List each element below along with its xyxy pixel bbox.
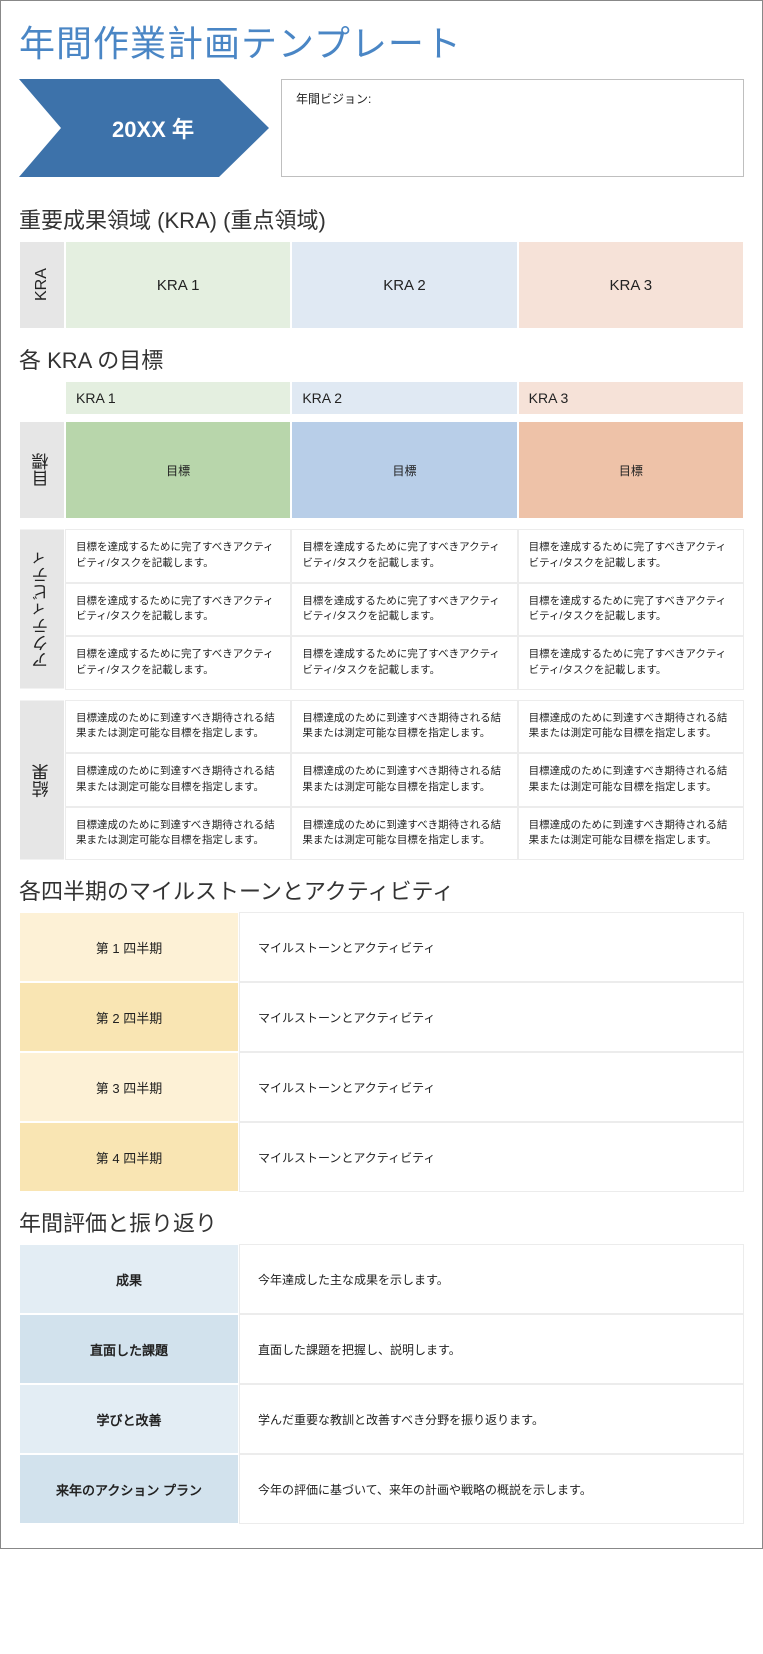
kra-row: KRA KRA 1 KRA 2 KRA 3 (19, 241, 744, 329)
kra2-cell: KRA 2 (291, 241, 517, 329)
q2-body: マイルストーンとアクティビティ (239, 982, 744, 1052)
rv4-label: 来年のアクション プラン (19, 1454, 239, 1524)
q4-body: マイルストーンとアクティビティ (239, 1122, 744, 1192)
page-title: 年間作業計画テンプレート (19, 15, 744, 67)
kra-sub-row: KRA 1 KRA 2 KRA 3 (19, 381, 744, 415)
q1-body: マイルストーンとアクティビティ (239, 912, 744, 982)
q2-label: 第 2 四半期 (19, 982, 239, 1052)
kra1-sub: KRA 1 (65, 381, 291, 415)
result-cell: 目標達成のために到達すべき期待される結果または測定可能な目標を指定します。 (291, 753, 517, 807)
review-table: 成果 今年達成した主な成果を示します。 直面した課題 直面した課題を把握し、説明… (19, 1244, 744, 1524)
result-cell: 目標達成のために到達すべき期待される結果または測定可能な目標を指定します。 (291, 700, 517, 754)
result-cell: 目標達成のために到達すべき期待される結果または測定可能な目標を指定します。 (291, 807, 517, 861)
q1-label: 第 1 四半期 (19, 912, 239, 982)
result-cell: 目標達成のために到達すべき期待される結果または測定可能な目標を指定します。 (65, 753, 291, 807)
kra-side-label: KRA (19, 241, 65, 329)
rv2-body: 直面した課題を把握し、説明します。 (239, 1314, 744, 1384)
activity-cell: 目標を達成するために完了すべきアクティビティ/タスクを記載します。 (65, 529, 291, 583)
goals-heading: 各 KRA の目標 (19, 343, 744, 375)
rv3-body: 学んだ重要な教訓と改善すべき分野を振り返ります。 (239, 1384, 744, 1454)
rv2-label: 直面した課題 (19, 1314, 239, 1384)
year-arrow: 20XX 年 (19, 79, 269, 177)
activity-cell: 目標を達成するために完了すべきアクティビティ/タスクを記載します。 (518, 636, 744, 690)
rv1-label: 成果 (19, 1244, 239, 1314)
result-block: 結果 目標達成のために到達すべき期待される結果または測定可能な目標を指定します。… (19, 700, 744, 861)
result-cell: 目標達成のために到達すべき期待される結果または測定可能な目標を指定します。 (518, 807, 744, 861)
goal1-cell: 目標 (65, 421, 291, 519)
banner-row: 20XX 年 年間ビジョン: (19, 79, 744, 177)
result-side-label: 結果 (19, 700, 65, 861)
kra2-sub: KRA 2 (291, 381, 517, 415)
goal-row: 目標 目標 目標 目標 (19, 421, 744, 519)
activity-cell: 目標を達成するために完了すべきアクティビティ/タスクを記載します。 (518, 583, 744, 637)
goal3-cell: 目標 (518, 421, 744, 519)
result-cell: 目標達成のために到達すべき期待される結果または測定可能な目標を指定します。 (65, 807, 291, 861)
review-heading: 年間評価と振り返り (19, 1206, 744, 1238)
result-cell: 目標達成のために到達すべき期待される結果または測定可能な目標を指定します。 (65, 700, 291, 754)
activity-cell: 目標を達成するために完了すべきアクティビティ/タスクを記載します。 (518, 529, 744, 583)
activity-block: アクティビティ 目標を達成するために完了すべきアクティビティ/タスクを記載します… (19, 529, 744, 690)
rv1-body: 今年達成した主な成果を示します。 (239, 1244, 744, 1314)
activity-side-label: アクティビティ (19, 529, 65, 690)
rv3-label: 学びと改善 (19, 1384, 239, 1454)
kra-heading: 重要成果領域 (KRA) (重点領域) (19, 203, 744, 235)
activity-cell: 目標を達成するために完了すべきアクティビティ/タスクを記載します。 (291, 583, 517, 637)
q3-body: マイルストーンとアクティビティ (239, 1052, 744, 1122)
quarters-table: 第 1 四半期 マイルストーンとアクティビティ 第 2 四半期 マイルストーンと… (19, 912, 744, 1192)
activity-cell: 目標を達成するために完了すべきアクティビティ/タスクを記載します。 (65, 636, 291, 690)
activity-cell: 目標を達成するために完了すべきアクティビティ/タスクを記載します。 (291, 636, 517, 690)
activity-cell: 目標を達成するために完了すべきアクティビティ/タスクを記載します。 (65, 583, 291, 637)
goal2-cell: 目標 (291, 421, 517, 519)
kra3-cell: KRA 3 (518, 241, 744, 329)
q3-label: 第 3 四半期 (19, 1052, 239, 1122)
q4-label: 第 4 四半期 (19, 1122, 239, 1192)
result-cell: 目標達成のために到達すべき期待される結果または測定可能な目標を指定します。 (518, 700, 744, 754)
kra3-sub: KRA 3 (518, 381, 744, 415)
goal-side-label: 目標 (19, 421, 65, 519)
quarters-heading: 各四半期のマイルストーンとアクティビティ (19, 874, 744, 906)
activity-cell: 目標を達成するために完了すべきアクティビティ/タスクを記載します。 (291, 529, 517, 583)
rv4-body: 今年の評価に基づいて、来年の計画や戦略の概説を示します。 (239, 1454, 744, 1524)
kra1-cell: KRA 1 (65, 241, 291, 329)
year-label: 20XX 年 (19, 79, 269, 177)
vision-box: 年間ビジョン: (281, 79, 744, 177)
result-cell: 目標達成のために到達すべき期待される結果または測定可能な目標を指定します。 (518, 753, 744, 807)
